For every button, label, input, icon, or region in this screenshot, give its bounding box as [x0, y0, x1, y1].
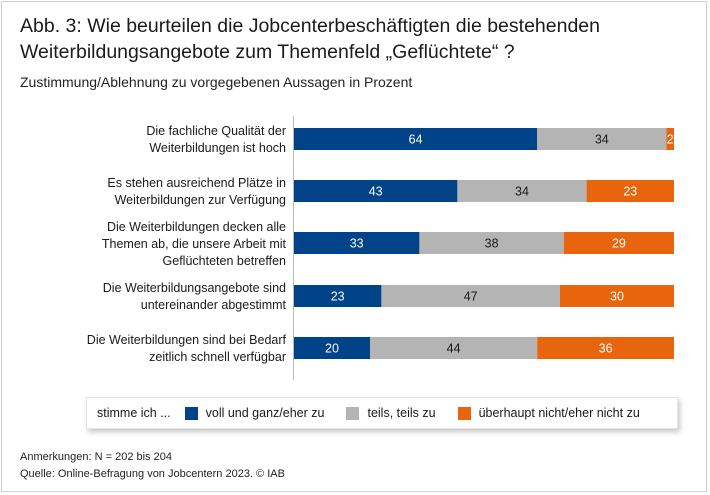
category-label-3: Die Weiterbildungen decken alle Themen ab… [40, 219, 286, 270]
bar-segment-row2-series3 [586, 180, 674, 202]
bar-segment-row1-series2 [537, 128, 667, 150]
bar-segment-row2-series1 [294, 180, 458, 202]
data-label-row5-series2: 44 [447, 342, 461, 356]
legend-title: stimme ich ... [97, 406, 171, 420]
category-label-4-line-2: untereinander abgestimmt [140, 298, 286, 312]
category-label-1-line-2: Weiterbildungen ist hoch [149, 141, 286, 155]
data-label-row4-series2: 47 [464, 290, 478, 304]
legend-item-disagree: überhaupt nicht/eher nicht zu [457, 406, 640, 420]
data-label-row5-series1: 20 [325, 342, 339, 356]
bar-segment-row1-series3 [666, 128, 674, 150]
source-note: Quelle: Online-Befragung von Jobcentern … [20, 468, 285, 480]
legend-swatch-disagree [457, 406, 471, 420]
bar-segment-row1-series1 [294, 128, 538, 150]
data-label-row3-series1: 33 [350, 237, 364, 251]
category-label-3-line-1: Die Weiterbildungen decken alle [106, 219, 286, 234]
bar-segment-row5-series2 [370, 337, 538, 359]
legend-swatch-agree [184, 406, 198, 420]
legend-label-partly: teils, teils zu [367, 406, 436, 420]
bar-segment-row4-series2 [381, 285, 560, 307]
bar-segment-row3-series1 [294, 232, 420, 254]
data-label-row1-series1: 64 [409, 133, 423, 147]
category-label-1: Die fachliche Qualität der Weiterbildunge… [40, 123, 286, 157]
category-label-3-line-2: Themen ab, die unsere Arbeit mit [101, 236, 286, 251]
bar-segment-row4-series3 [560, 285, 674, 307]
chart-subtitle: Zustimmung/Ablehnung zu vorgegebenen Aus… [20, 74, 413, 90]
legend: stimme ich ... voll und ganz/eher zu tei… [86, 397, 678, 429]
data-label-row4-series1: 23 [331, 290, 345, 304]
data-label-row3-series2: 38 [485, 237, 499, 251]
footnote: Anmerkungen: N = 202 bis 204 [20, 451, 172, 463]
legend-item-partly: teils, teils zu [346, 406, 436, 420]
category-label-5-line-1: Die Weiterbildungen sind bei Bedarf [86, 333, 286, 347]
bar-segment-row3-series2 [419, 232, 564, 254]
category-label-2-line-2: Weiterbildungen zur Verfügung [114, 193, 286, 207]
data-label-row3-series3: 29 [612, 237, 626, 251]
data-label-row5-series3: 36 [599, 342, 613, 356]
category-label-4: Die Weiterbildungsangebote sind untereina… [40, 280, 286, 314]
bar-segment-row3-series3 [563, 232, 674, 254]
data-label-row2-series3: 23 [623, 185, 637, 199]
data-label-row4-series3: 30 [610, 290, 624, 304]
bar-segment-row2-series2 [457, 180, 587, 202]
category-label-5-line-2: zeitlich schnell verfügbar [149, 350, 286, 364]
category-label-2: Es stehen ausreichend Plätze in Weiterbil… [40, 175, 286, 209]
legend-label-disagree: überhaupt nicht/eher nicht zu [478, 406, 640, 420]
category-label-5: Die Weiterbildungen sind bei Bedarf zeitl… [40, 332, 286, 366]
category-label-1-line-1: Die fachliche Qualität der [146, 124, 286, 138]
bar-segment-row4-series1 [294, 285, 382, 307]
data-label-row1-series2: 34 [595, 133, 609, 147]
category-label-3-line-3: Geflüchteten betreffen [162, 253, 286, 268]
bar-segment-row5-series3 [537, 337, 674, 359]
data-label-row2-series2: 34 [515, 185, 529, 199]
data-label-row2-series1: 43 [369, 185, 383, 199]
legend-swatch-partly [346, 406, 360, 420]
legend-label-agree: voll und ganz/eher zu [205, 406, 325, 420]
legend-item-agree: voll und ganz/eher zu [184, 406, 325, 420]
data-label-row1-series3: 2 [667, 133, 674, 147]
bar-segment-row5-series1 [294, 337, 370, 359]
category-label-4-line-1: Die Weiterbildungsangebote sind [102, 281, 286, 295]
chart-title: Abb. 3: Wie beurteilen die Jobcenterbesc… [20, 15, 600, 63]
category-label-2-line-1: Es stehen ausreichend Plätze in [107, 176, 286, 190]
stacked-bar-chart: 64 34 2 43 34 23 33 38 29 23 47 30 20 44 36 [293, 116, 674, 380]
